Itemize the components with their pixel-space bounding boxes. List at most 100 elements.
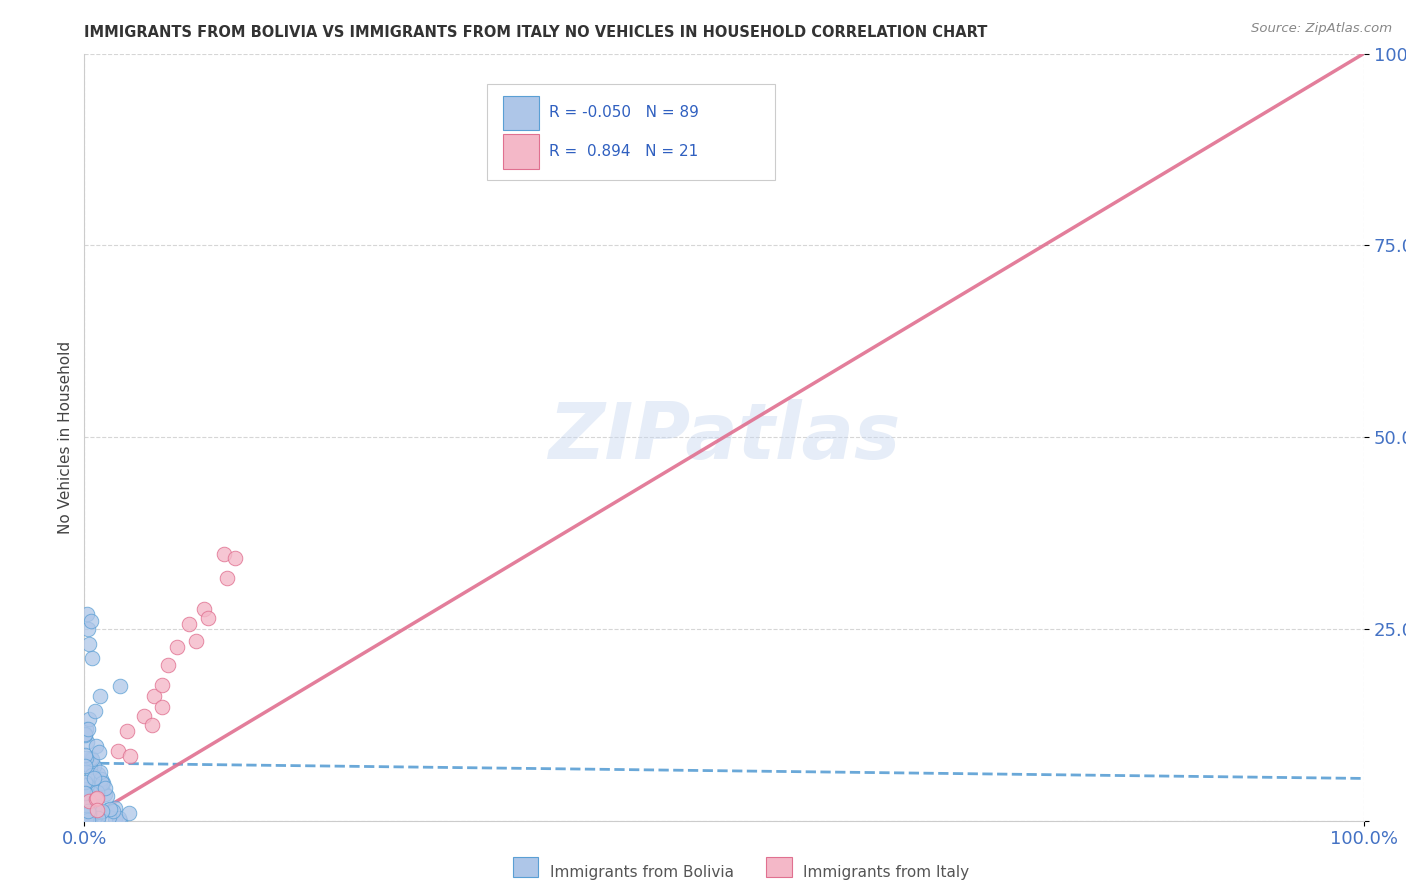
Point bbox=[76, 796, 98, 810]
Point bbox=[83, 771, 105, 785]
Point bbox=[156, 658, 179, 673]
Text: ZIPatlas: ZIPatlas bbox=[548, 399, 900, 475]
Text: Immigrants from Italy: Immigrants from Italy bbox=[803, 865, 969, 880]
Point bbox=[83, 759, 105, 773]
Point bbox=[77, 789, 100, 804]
Point bbox=[90, 776, 112, 790]
Point bbox=[101, 804, 124, 818]
FancyBboxPatch shape bbox=[503, 95, 538, 130]
Point bbox=[73, 727, 96, 741]
Point bbox=[96, 789, 118, 803]
Point bbox=[75, 812, 97, 826]
Point bbox=[75, 800, 97, 814]
Point bbox=[73, 809, 96, 823]
Point bbox=[79, 760, 101, 774]
Point bbox=[75, 758, 97, 772]
Point bbox=[75, 787, 97, 801]
Point bbox=[76, 735, 98, 749]
Point bbox=[79, 814, 101, 828]
Point bbox=[73, 788, 96, 802]
Point bbox=[86, 803, 108, 817]
Point bbox=[77, 804, 100, 818]
Point bbox=[100, 802, 122, 816]
Point bbox=[108, 811, 131, 825]
Point bbox=[73, 728, 96, 742]
Point bbox=[177, 617, 200, 632]
Point bbox=[212, 547, 235, 561]
Point bbox=[75, 782, 97, 797]
Point bbox=[75, 748, 97, 763]
Point bbox=[80, 793, 103, 807]
Point bbox=[79, 795, 101, 809]
Point bbox=[80, 786, 103, 800]
Point bbox=[82, 651, 104, 665]
Point bbox=[87, 811, 110, 825]
Point bbox=[97, 810, 120, 824]
Y-axis label: No Vehicles in Household: No Vehicles in Household bbox=[58, 341, 73, 533]
Point bbox=[77, 807, 100, 822]
Point bbox=[75, 723, 97, 737]
Point bbox=[115, 724, 138, 739]
Point bbox=[76, 722, 98, 736]
Point bbox=[76, 797, 98, 812]
Point bbox=[73, 775, 96, 789]
Point bbox=[83, 811, 105, 825]
Point bbox=[143, 690, 166, 704]
Point bbox=[77, 798, 100, 813]
Point bbox=[89, 776, 111, 790]
Point bbox=[150, 678, 173, 692]
Point bbox=[75, 812, 97, 826]
Point bbox=[84, 792, 107, 806]
Point bbox=[104, 811, 127, 825]
Point bbox=[75, 798, 97, 813]
Point bbox=[75, 803, 97, 817]
Point bbox=[76, 788, 98, 802]
Point bbox=[90, 772, 112, 786]
Point bbox=[77, 712, 100, 726]
Point bbox=[93, 780, 115, 795]
Point bbox=[86, 814, 108, 828]
Point bbox=[77, 804, 100, 818]
Point bbox=[104, 801, 127, 815]
Point bbox=[217, 571, 239, 585]
Point bbox=[118, 805, 141, 820]
Point bbox=[89, 689, 111, 703]
Point bbox=[86, 785, 108, 799]
Text: R =  0.894   N = 21: R = 0.894 N = 21 bbox=[548, 144, 697, 159]
Point bbox=[79, 801, 101, 815]
Point bbox=[91, 776, 114, 790]
Text: Source: ZipAtlas.com: Source: ZipAtlas.com bbox=[1251, 22, 1392, 36]
Point bbox=[75, 757, 97, 772]
Point bbox=[166, 640, 188, 654]
FancyBboxPatch shape bbox=[488, 84, 775, 180]
Point bbox=[224, 551, 246, 566]
Point bbox=[80, 751, 103, 765]
Point bbox=[76, 799, 98, 814]
Point bbox=[79, 750, 101, 764]
Point bbox=[193, 602, 215, 616]
Point bbox=[80, 614, 103, 628]
Point bbox=[75, 786, 97, 800]
Point bbox=[73, 787, 96, 801]
Point bbox=[77, 813, 100, 827]
Point bbox=[77, 622, 100, 636]
Point bbox=[118, 748, 141, 763]
Point bbox=[89, 745, 111, 759]
Point bbox=[107, 744, 129, 758]
Point bbox=[184, 633, 207, 648]
Point bbox=[76, 778, 98, 792]
Point bbox=[90, 805, 112, 819]
Point bbox=[197, 611, 219, 625]
Point bbox=[76, 607, 98, 621]
Point bbox=[77, 792, 100, 806]
Point bbox=[141, 718, 163, 732]
Point bbox=[83, 793, 105, 807]
Point bbox=[110, 814, 132, 828]
FancyBboxPatch shape bbox=[503, 134, 538, 169]
Point bbox=[75, 750, 97, 764]
Text: Immigrants from Bolivia: Immigrants from Bolivia bbox=[550, 865, 734, 880]
Point bbox=[89, 764, 111, 779]
Point bbox=[77, 808, 100, 822]
Point bbox=[83, 806, 105, 821]
Point bbox=[84, 739, 107, 753]
